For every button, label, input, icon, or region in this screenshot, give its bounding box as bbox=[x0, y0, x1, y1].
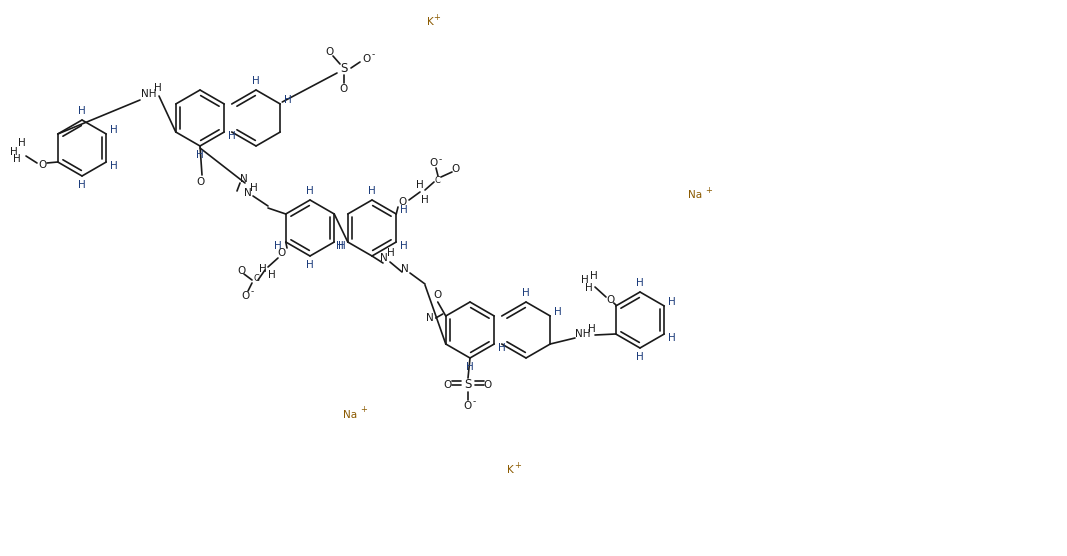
Text: H: H bbox=[336, 241, 344, 251]
Text: S: S bbox=[340, 62, 348, 75]
Text: H: H bbox=[196, 150, 204, 160]
Text: H: H bbox=[110, 161, 118, 171]
Text: H: H bbox=[18, 138, 26, 148]
Text: C: C bbox=[434, 176, 440, 185]
Text: H: H bbox=[228, 131, 236, 141]
Text: H: H bbox=[250, 183, 258, 193]
Text: H: H bbox=[10, 147, 18, 157]
Text: -: - bbox=[251, 287, 254, 296]
Text: H: H bbox=[636, 352, 643, 362]
Text: +: + bbox=[361, 405, 367, 415]
Text: H: H bbox=[78, 106, 85, 116]
Text: O: O bbox=[237, 266, 245, 276]
Text: H: H bbox=[522, 288, 530, 298]
Text: Na: Na bbox=[343, 410, 357, 420]
Text: H: H bbox=[274, 241, 282, 251]
Text: H: H bbox=[668, 297, 676, 307]
Text: O: O bbox=[340, 84, 348, 94]
Text: +: + bbox=[705, 186, 713, 195]
Text: O: O bbox=[325, 47, 334, 57]
Text: H: H bbox=[466, 362, 474, 372]
Text: O: O bbox=[464, 401, 472, 411]
Text: H: H bbox=[306, 260, 314, 270]
Text: H: H bbox=[259, 264, 267, 274]
Text: H: H bbox=[110, 125, 118, 135]
Text: H: H bbox=[306, 186, 314, 196]
Text: H: H bbox=[154, 83, 162, 93]
Text: H: H bbox=[368, 186, 376, 196]
Text: H: H bbox=[285, 95, 292, 105]
Text: O: O bbox=[444, 380, 452, 390]
Text: -: - bbox=[439, 156, 442, 165]
Text: H: H bbox=[338, 241, 346, 251]
Text: O: O bbox=[607, 295, 615, 305]
Text: O: O bbox=[242, 291, 250, 301]
Text: NH: NH bbox=[141, 89, 157, 99]
Text: O: O bbox=[37, 160, 46, 170]
Text: O: O bbox=[483, 380, 492, 390]
Text: H: H bbox=[582, 275, 589, 285]
Text: H: H bbox=[555, 307, 562, 317]
Text: H: H bbox=[387, 248, 395, 258]
Text: N: N bbox=[426, 313, 433, 323]
Text: S: S bbox=[464, 379, 472, 391]
Text: H: H bbox=[588, 324, 595, 334]
Text: -: - bbox=[473, 398, 476, 406]
Text: NH: NH bbox=[575, 329, 591, 339]
Text: H: H bbox=[585, 283, 593, 293]
Text: -: - bbox=[371, 51, 375, 59]
Text: N: N bbox=[240, 174, 248, 184]
Text: O: O bbox=[277, 248, 286, 258]
Text: +: + bbox=[514, 460, 522, 469]
Text: Na: Na bbox=[688, 190, 702, 200]
Text: N: N bbox=[380, 253, 388, 263]
Text: +: + bbox=[433, 12, 441, 22]
Text: K: K bbox=[507, 465, 513, 475]
Text: N: N bbox=[401, 264, 409, 274]
Text: O: O bbox=[399, 197, 408, 207]
Text: H: H bbox=[13, 154, 21, 164]
Text: H: H bbox=[668, 333, 676, 343]
Text: O: O bbox=[433, 290, 442, 300]
Text: H: H bbox=[590, 271, 598, 281]
Text: C: C bbox=[253, 274, 259, 282]
Text: H: H bbox=[421, 195, 429, 205]
Text: O: O bbox=[430, 158, 439, 168]
Text: O: O bbox=[196, 177, 204, 187]
Text: H: H bbox=[498, 343, 506, 353]
Text: H: H bbox=[268, 270, 276, 280]
Text: H: H bbox=[400, 241, 408, 251]
Text: H: H bbox=[416, 180, 424, 190]
Text: H: H bbox=[636, 278, 643, 288]
Text: N: N bbox=[244, 188, 252, 198]
Text: H: H bbox=[252, 76, 260, 86]
Text: O: O bbox=[452, 164, 460, 174]
Text: K: K bbox=[427, 17, 433, 27]
Text: H: H bbox=[400, 205, 408, 215]
Text: H: H bbox=[78, 180, 85, 190]
Text: O: O bbox=[363, 54, 371, 64]
